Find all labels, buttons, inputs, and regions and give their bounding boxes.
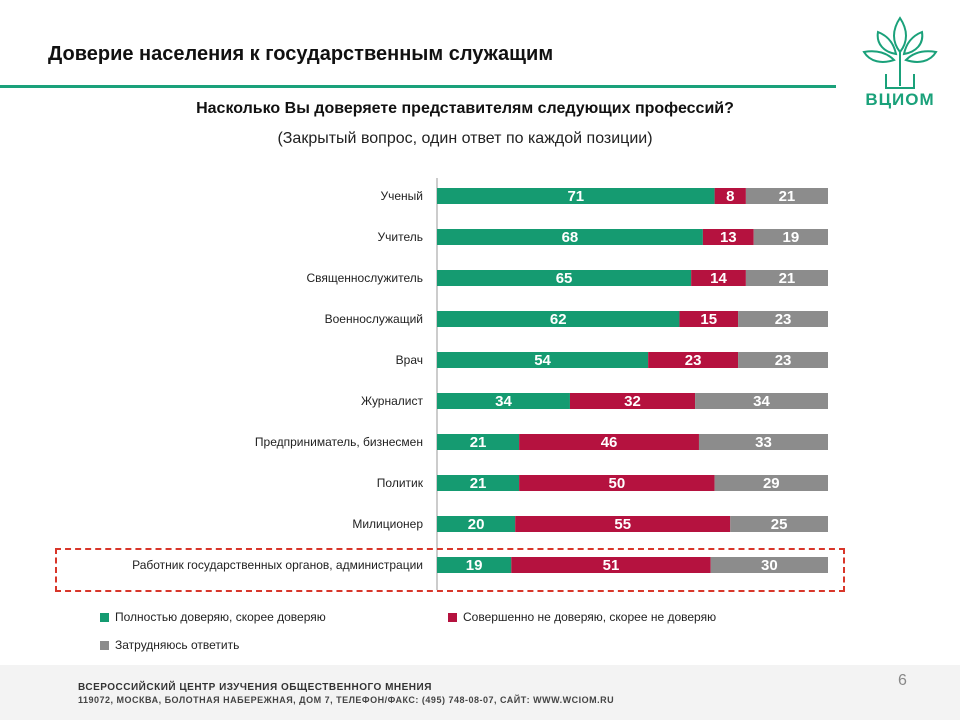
bar-distrust (519, 434, 699, 450)
bar-trust (437, 270, 692, 286)
data-label-unsure: 33 (755, 434, 772, 451)
bar-distrust (515, 516, 731, 532)
wciom-logo-icon (862, 16, 938, 89)
page-number: 6 (898, 672, 907, 689)
data-label-trust: 54 (534, 352, 551, 369)
legend-item-trust: Полностью доверяю, скорее доверяю (100, 610, 326, 624)
legend-swatch-unsure (100, 640, 109, 650)
bar-unsure (714, 475, 828, 491)
data-label-trust: 21 (470, 475, 487, 492)
data-label-unsure: 21 (779, 270, 796, 287)
legend-item-unsure: Затрудняюсь ответить (100, 638, 239, 652)
legend-swatch-distrust (448, 612, 457, 622)
data-label-distrust: 55 (614, 516, 631, 533)
bar-distrust (691, 270, 746, 286)
category-label: Военнослужащий (325, 312, 423, 326)
category-label: Священнослужитель (306, 271, 423, 285)
bar-unsure (745, 270, 828, 286)
legend-item-distrust: Совершенно не доверяю, скорее не доверяю (448, 610, 716, 624)
data-label-distrust: 13 (720, 229, 737, 246)
chart-subtitle: (Закрытый вопрос, один ответ по каждой п… (277, 130, 653, 147)
title-rule (0, 85, 836, 88)
data-label-distrust: 32 (624, 393, 641, 410)
legend-label-distrust: Совершенно не доверяю, скорее не доверяю (463, 610, 717, 624)
legend-label-unsure: Затрудняюсь ответить (115, 638, 240, 652)
bar-distrust (511, 557, 711, 573)
highlight-box (55, 548, 845, 592)
bar-trust (437, 311, 680, 327)
data-label-distrust: 8 (726, 188, 734, 205)
bar-distrust (519, 475, 715, 491)
bar-unsure (695, 393, 828, 409)
bar-trust (437, 393, 570, 409)
bar-trust (437, 352, 649, 368)
data-label-unsure: 34 (753, 393, 770, 410)
bar-distrust (569, 393, 696, 409)
category-label: Милиционер (352, 517, 423, 531)
stacked-bar-chart: Ученый 71 8 21 Учитель 68 13 19 Священнослужител… (132, 178, 828, 590)
legend-swatch-trust (100, 612, 109, 622)
data-label-trust: 62 (550, 311, 567, 328)
bar-trust (437, 475, 520, 491)
category-label: Учитель (378, 230, 423, 244)
data-label-distrust: 23 (685, 352, 702, 369)
data-label-unsure: 23 (775, 352, 792, 369)
bar-distrust (648, 352, 739, 368)
bar-distrust (702, 229, 754, 245)
data-label-trust: 21 (470, 434, 487, 451)
bar-unsure (710, 557, 828, 573)
bar-unsure (745, 188, 828, 204)
bar-trust (437, 229, 703, 245)
data-label-trust: 68 (562, 229, 579, 246)
category-label: Предприниматель, бизнесмен (255, 435, 423, 449)
data-label-trust: 71 (567, 188, 584, 205)
bar-trust (437, 188, 715, 204)
data-label-unsure: 25 (771, 516, 788, 533)
data-label-trust: 34 (495, 393, 512, 410)
bar-unsure (698, 434, 828, 450)
category-label: Журналист (361, 394, 423, 408)
bar-distrust (679, 311, 739, 327)
data-label-distrust: 50 (609, 475, 626, 492)
data-label-distrust: 46 (601, 434, 618, 451)
bar-unsure (738, 352, 828, 368)
bar-unsure (730, 516, 828, 532)
footer-organization: ВСЕРОССИЙСКИЙ ЦЕНТР ИЗУЧЕНИЯ ОБЩЕСТВЕННО… (78, 682, 432, 693)
logo-text: ВЦИОМ (865, 90, 935, 109)
category-label: Ученый (380, 189, 423, 203)
category-label: Врач (396, 353, 423, 367)
data-label-distrust: 51 (603, 557, 620, 574)
bar-unsure (738, 311, 828, 327)
category-label: Политик (377, 476, 424, 490)
data-label-unsure: 29 (763, 475, 780, 492)
bar-unsure (753, 229, 828, 245)
slide-title: Доверие населения к государственным служ… (48, 43, 554, 65)
legend-label-trust: Полностью доверяю, скорее доверяю (115, 610, 326, 624)
bar-distrust (714, 188, 746, 204)
data-label-trust: 20 (468, 516, 485, 533)
data-label-trust: 19 (466, 557, 483, 574)
bar-trust (437, 434, 520, 450)
data-label-distrust: 14 (710, 270, 727, 287)
data-label-unsure: 23 (775, 311, 792, 328)
bar-trust (437, 516, 516, 532)
footer: ВСЕРОССИЙСКИЙ ЦЕНТР ИЗУЧЕНИЯ ОБЩЕСТВЕННО… (0, 665, 960, 720)
data-label-unsure: 30 (761, 557, 778, 574)
data-label-unsure: 19 (783, 229, 800, 246)
chart-title: Насколько Вы доверяете представителям сл… (196, 100, 734, 117)
bar-trust (437, 557, 512, 573)
data-label-distrust: 15 (700, 311, 717, 328)
category-label: Работник государственных органов, админи… (132, 558, 423, 572)
footer-address: 119072, МОСКВА, БОЛОТНАЯ НАБЕРЕЖНАЯ, ДОМ… (78, 695, 615, 705)
data-label-unsure: 21 (779, 188, 796, 205)
data-label-trust: 65 (556, 270, 573, 287)
